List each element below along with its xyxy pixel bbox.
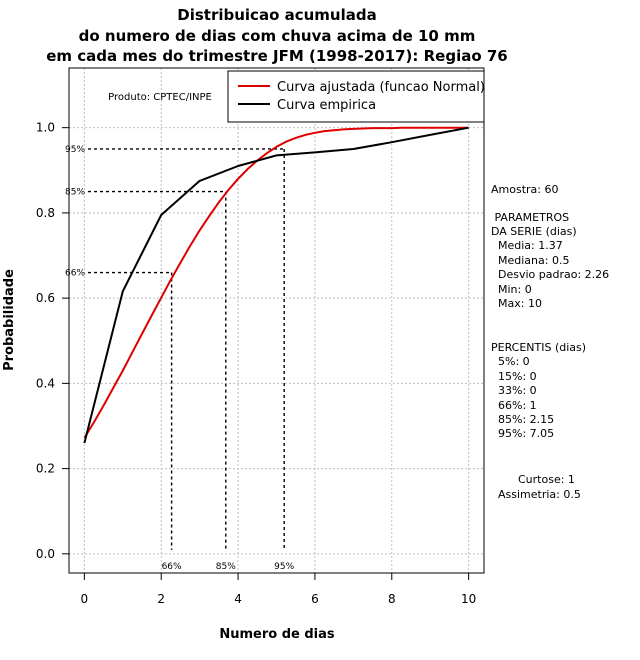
- axes: 0 2 4 6 8 10 0.0 0.2 0.4 0.6 0.8 1.0: [36, 121, 476, 606]
- stat-std-dev: Desvio padrao: 2.26: [498, 268, 610, 281]
- percentile-guide-label-x: 66%: [162, 562, 182, 572]
- y-tick-label: 1.0: [36, 121, 55, 135]
- stat-min: Min: 0: [498, 283, 532, 296]
- y-tick-label: 0.0: [36, 547, 55, 561]
- fitted-normal-curve: [83, 126, 469, 439]
- sample-size: Amostra: 60: [491, 183, 559, 196]
- percentile-guide-label-y: 85%: [65, 188, 85, 198]
- percentile-95: 95%: 7.05: [498, 427, 555, 440]
- y-axis-label: Probabilidade: [2, 269, 17, 371]
- legend-box: [227, 70, 485, 123]
- percentile-guide-label-y: 95%: [65, 145, 85, 155]
- y-tick-label: 0.2: [36, 462, 55, 476]
- chart-title-line-3: em cada mes do trimestre JFM (1998-2017)…: [46, 47, 508, 65]
- grid-lines: [69, 68, 484, 573]
- legend: Curva ajustada (funcao Normal) Curva emp…: [227, 70, 485, 123]
- y-tick-label: 0.4: [36, 376, 55, 390]
- legend-label-empirical: Curva empirica: [277, 98, 376, 113]
- chart-title: Distribuicao acumulada do numero de dias…: [46, 6, 508, 65]
- x-tick-label: 10: [461, 592, 476, 606]
- empirical-curve: [83, 126, 469, 444]
- parameters-title: PARAMETROS: [491, 211, 570, 224]
- x-tick-label: 0: [81, 592, 89, 606]
- x-tick-label: 2: [157, 592, 165, 606]
- kurtosis: Curtose: 1: [518, 473, 575, 486]
- stat-max: Max: 10: [498, 297, 542, 310]
- x-tick-label: 4: [234, 592, 242, 606]
- y-tick-label: 0.6: [36, 291, 55, 305]
- percentiles-title: PERCENTIS (dias): [491, 341, 587, 354]
- chart-title-line-2: do numero de dias com chuva acima de 10 …: [79, 27, 476, 45]
- data-series: [83, 126, 469, 444]
- percentile-15: 15%: 0: [498, 370, 537, 383]
- parameters-subtitle: DA SERIE (dias): [491, 225, 577, 238]
- chart-title-line-1: Distribuicao acumulada: [177, 6, 376, 24]
- percentile-guide-label-x: 85%: [216, 562, 236, 572]
- y-tick-label: 0.8: [36, 206, 55, 220]
- x-axis-label: Numero de dias: [219, 627, 335, 642]
- percentile-5: 5%: 0: [498, 355, 530, 368]
- x-tick-label: 8: [388, 592, 396, 606]
- skewness: Assimetria: 0.5: [498, 488, 581, 501]
- percentile-85: 85%: 2.15: [498, 413, 555, 426]
- stat-median: Mediana: 0.5: [498, 254, 570, 267]
- percentile-guide-label-y: 66%: [65, 269, 85, 279]
- stat-mean: Media: 1.37: [498, 239, 563, 252]
- percentile-guides: 66% 66% 85% 85% 95% 95%: [65, 145, 295, 572]
- plot-frame: [68, 67, 485, 574]
- x-tick-label: 6: [311, 592, 319, 606]
- legend-label-fitted: Curva ajustada (funcao Normal): [277, 80, 485, 95]
- product-annotation: Produto: CPTEC/INPE: [108, 92, 212, 103]
- percentile-guide-label-x: 95%: [274, 562, 294, 572]
- percentile-66: 66%: 1: [498, 399, 537, 412]
- percentile-33: 33%: 0: [498, 384, 537, 397]
